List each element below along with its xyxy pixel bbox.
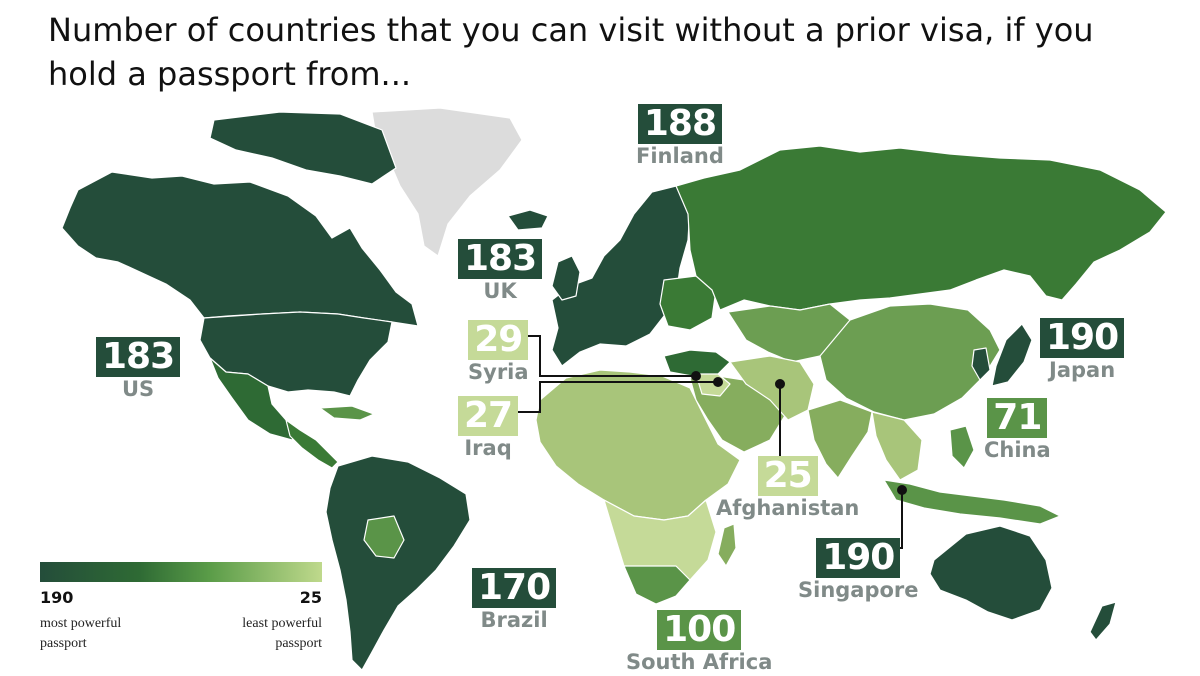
uk-name: UK [483,279,517,303]
africa-north-region [535,369,741,521]
afghanistan-name: Afghanistan [716,496,860,520]
china-value: 71 [987,398,1048,438]
legend-values: 190 25 [40,588,324,608]
south-africa-region [623,565,691,605]
syria-dot [691,371,701,381]
legend-min-value: 190 [40,588,74,607]
south-africa-value: 100 [657,610,742,650]
color-legend: 190 25 most powerful passport least powe… [40,562,324,651]
iraq-dot [713,377,723,387]
japan-region [991,323,1033,387]
india-region [807,399,873,479]
legend-max-caption-line1: least powerful [242,616,322,631]
russia-region [675,145,1167,311]
syria-name: Syria [468,360,529,384]
north-america-north-region [61,171,419,327]
label-singapore: 190 Singapore [798,538,919,603]
china-name: China [984,438,1051,462]
label-us: 183 US [96,337,181,401]
syria-value: 29 [468,320,529,360]
afghanistan-dot [775,379,785,389]
singapore-value: 190 [816,538,901,578]
japan-name: Japan [1049,358,1116,382]
uk-value: 183 [458,239,543,279]
central-america-region [285,419,339,469]
south-africa-name: South Africa [626,650,773,674]
legend-min-caption: most powerful passport [40,614,121,654]
brazil-value: 170 [472,568,557,608]
maritime-asia-region [883,479,1061,525]
iraq-value: 27 [458,396,519,436]
finland-name: Finland [636,144,724,168]
label-china: 71 China [984,398,1051,463]
label-finland: 188 Finland [636,104,724,169]
us-value: 183 [96,337,181,377]
map-title: Number of countries that you can visit w… [48,11,1094,93]
brazil-name: Brazil [480,608,548,632]
arctic-islands-region [209,111,397,185]
japan-value: 190 [1040,318,1125,358]
caribbean-region [319,405,375,421]
turkey-region [663,349,731,377]
korea-region [971,347,991,381]
finland-value: 188 [637,104,722,144]
southeast-asia-region [871,411,923,481]
legend-gradient-bar [40,562,322,582]
iraq-name: Iraq [464,436,512,460]
label-south-africa: 100 South Africa [626,610,773,675]
greenland-region [371,107,523,257]
legend-max-caption-line2: passport [275,636,322,651]
label-afghanistan: 25 Afghanistan [716,456,860,521]
iceland-region [507,209,549,231]
singapore-name: Singapore [798,578,919,602]
iraq-callout-line [514,381,718,413]
uk-region [551,255,581,301]
label-uk: 183 UK [458,239,543,303]
australia-region [929,525,1053,621]
philippines-region [949,425,975,469]
label-iraq: 27 Iraq [458,396,519,460]
south-america-region [325,455,471,671]
label-japan: 190 Japan [1040,318,1125,382]
legend-min-caption-line1: most powerful [40,616,122,631]
legend-max-value: 25 [299,588,322,607]
europe-region [551,185,691,367]
madagascar-region [717,523,737,567]
legend-min-caption-line2: passport [40,636,87,651]
label-syria: 29 Syria [468,320,529,385]
afghanistan-value: 25 [757,456,818,496]
syria-callout-line [528,335,696,377]
south-america-inner-region [363,515,405,559]
callout-lines [514,335,903,549]
legend-max-caption: least powerful passport [242,614,322,654]
new-zealand-region [1089,601,1117,641]
label-brazil: 170 Brazil [472,568,557,632]
us-name: US [121,377,155,401]
